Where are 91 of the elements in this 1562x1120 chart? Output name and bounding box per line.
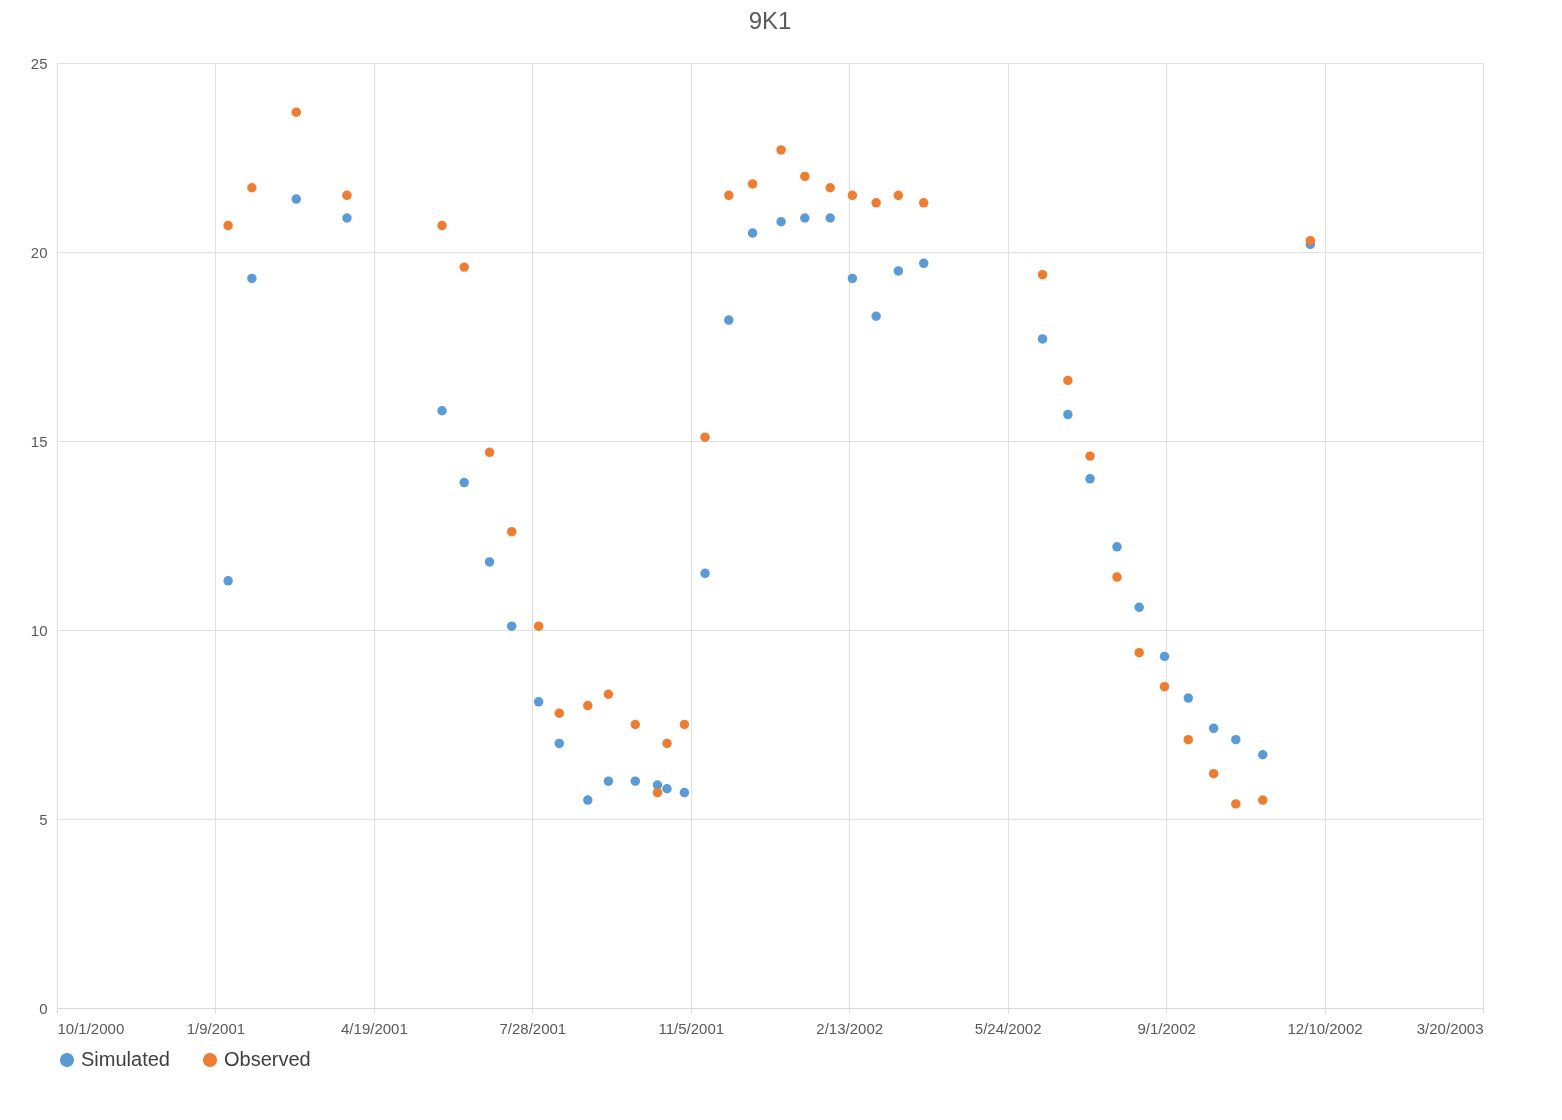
x-tick-label: 2/13/2002 [816,1019,884,1037]
x-tick-label: 5/24/2002 [974,1019,1042,1037]
point [506,621,517,631]
point [1258,750,1268,760]
point [630,776,641,786]
point [291,194,301,204]
point [1063,375,1073,386]
y-tick-label: 20 [30,243,48,261]
point [893,266,904,276]
point [484,447,495,458]
point [1258,795,1268,805]
point [679,787,690,798]
x-tick-label: 7/28/2001 [499,1019,567,1037]
point [223,576,233,586]
point [342,213,352,223]
point [1231,734,1241,745]
point [871,311,881,321]
point [724,315,734,325]
point [847,273,858,284]
point [1134,647,1144,658]
point [1134,602,1144,613]
point [1208,768,1219,779]
point [1037,269,1048,280]
point [1112,572,1122,582]
point [871,198,881,208]
x-tick-label: 10/1/2000 [57,1019,125,1037]
point [247,183,257,193]
point [800,213,810,223]
y-tick-label: 5 [39,810,48,828]
point [662,738,672,749]
point [662,784,672,794]
legend-label: Observed [224,1048,311,1070]
point [679,719,690,730]
point [918,198,929,208]
point [652,787,663,798]
point [583,795,593,805]
legend-label: Simulated [81,1048,170,1070]
point [533,621,544,631]
point [437,406,447,416]
point [847,190,858,201]
x-tick-label: 4/19/2001 [341,1019,408,1037]
point [533,697,544,707]
point [1159,651,1170,662]
point [603,776,614,786]
chart-title: 9K1 [748,7,792,34]
point [554,738,565,749]
point [1183,693,1194,703]
point [247,273,257,284]
x-tick-label: 11/5/2001 [658,1019,725,1037]
point [1183,734,1194,745]
point [724,190,734,201]
point [918,258,929,269]
point [800,171,810,182]
y-tick-label: 10 [30,621,48,639]
point [459,477,469,488]
point [747,228,758,238]
point [583,700,593,711]
point [700,432,710,442]
point [776,217,786,227]
point [291,107,301,117]
point [459,262,469,272]
point [603,689,614,699]
point [1305,235,1316,246]
point [554,708,565,718]
point [437,220,447,231]
point [484,557,495,567]
point [1208,723,1219,734]
point [630,719,641,730]
point [700,568,710,579]
point [223,220,233,231]
point [893,190,904,201]
point [825,213,835,223]
y-tick-label: 0 [39,999,48,1017]
x-tick-label: 12/10/2002 [1287,1019,1363,1037]
point [342,190,352,201]
x-tick-label: 1/9/2001 [186,1019,246,1037]
x-tick-label: 3/20/2003 [1416,1019,1484,1037]
y-tick-label: 25 [30,54,48,72]
x-tick-label: 9/1/2002 [1137,1019,1196,1037]
point [1037,334,1048,344]
point [1112,542,1122,552]
point [1231,799,1241,809]
point [506,526,517,537]
y-tick-label: 15 [30,432,48,450]
point [1063,409,1073,420]
point [776,145,786,155]
point [1085,474,1095,484]
point [747,179,758,189]
point [825,183,835,193]
point [1159,681,1170,692]
point [1085,451,1095,461]
